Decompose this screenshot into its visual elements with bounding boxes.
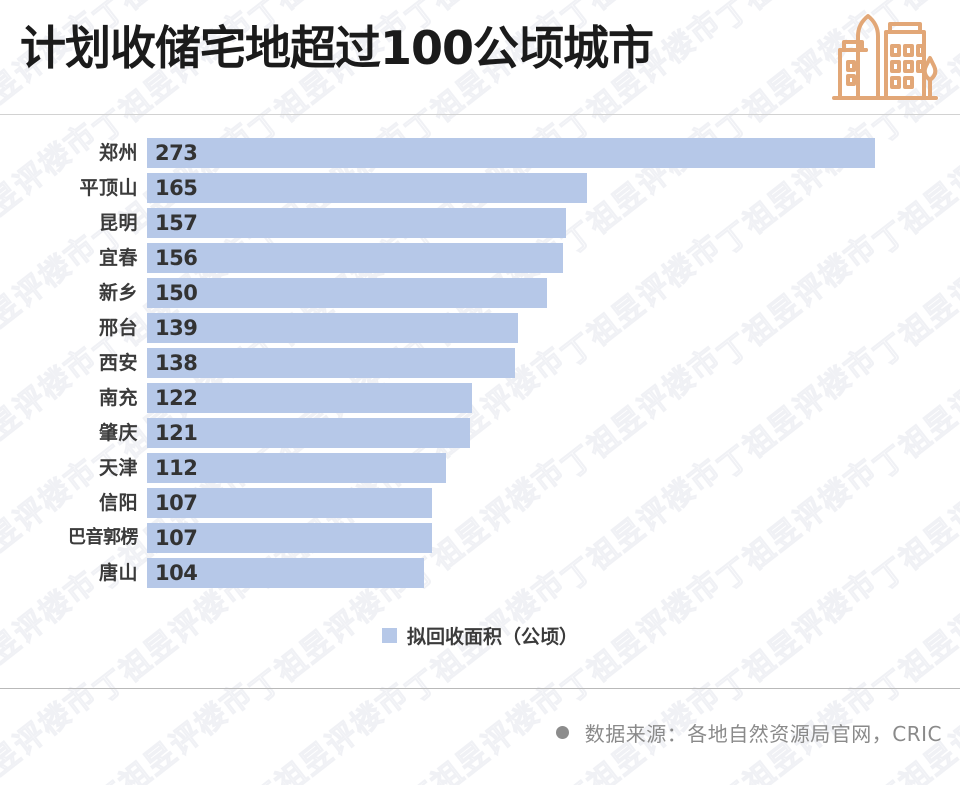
bar-track: 150 xyxy=(147,278,960,308)
bar-category-label: 唐山 xyxy=(98,562,138,584)
bar-value-label: 107 xyxy=(155,491,198,515)
bar-value-label: 150 xyxy=(155,281,198,305)
bar-value-label: 157 xyxy=(155,211,198,235)
city-buildings-icon xyxy=(826,6,938,106)
data-source-text: 数据来源：各地自然资源局官网，CRIC xyxy=(584,722,942,746)
watermark-text: 丁祖昱评楼市 xyxy=(395,782,573,785)
footer-divider xyxy=(0,688,960,689)
bar-value-label: 156 xyxy=(155,246,198,270)
watermark-text: 丁祖昱评楼市 xyxy=(239,782,417,785)
bar-track: 157 xyxy=(147,208,960,238)
bar xyxy=(147,208,566,238)
bar-value-label: 121 xyxy=(155,421,198,445)
bar-category-label: 西安 xyxy=(98,352,138,374)
bar-track: 138 xyxy=(147,348,960,378)
bar-row: 昆明 157 xyxy=(0,208,960,238)
watermark-text: 丁祖昱评楼市 xyxy=(0,782,105,785)
watermark-text: 丁祖昱评楼市 xyxy=(551,782,729,785)
bar-value-label: 104 xyxy=(155,561,198,585)
bar xyxy=(147,348,515,378)
bar-category-label: 南充 xyxy=(98,387,138,409)
bar-row: 巴音郭楞 107 xyxy=(0,523,960,553)
bar xyxy=(147,138,875,168)
bar-row: 宜春 156 xyxy=(0,243,960,273)
bar-value-label: 139 xyxy=(155,316,198,340)
chart-legend: 拟回收面积（公顷） xyxy=(0,622,960,649)
bar-value-label: 165 xyxy=(155,176,198,200)
header: 计划收储宅地超过100公顷城市 xyxy=(0,0,960,115)
bar-row: 唐山 104 xyxy=(0,558,960,588)
header-divider xyxy=(0,114,960,115)
bar xyxy=(147,313,518,343)
bar-value-label: 107 xyxy=(155,526,198,550)
bar-track: 107 xyxy=(147,523,960,553)
bar-category-label: 肇庆 xyxy=(98,422,138,444)
bar-track: 139 xyxy=(147,313,960,343)
bar-row: 南充 122 xyxy=(0,383,960,413)
bar-track: 121 xyxy=(147,418,960,448)
bar-row: 郑州 273 xyxy=(0,138,960,168)
bar xyxy=(147,278,547,308)
bar-value-label: 273 xyxy=(155,141,198,165)
bar xyxy=(147,558,425,588)
bar xyxy=(147,243,563,273)
bar-row: 新乡 150 xyxy=(0,278,960,308)
bar-category-label: 郑州 xyxy=(98,142,138,164)
bar-value-label: 138 xyxy=(155,351,198,375)
bar-chart: 郑州 273 平顶山 165 昆明 157 宜春 156 新乡 150 邢台 139 西安 138 南充 12… xyxy=(0,138,960,593)
bar-category-label: 宜春 xyxy=(98,247,138,269)
bar-row: 天津 112 xyxy=(0,453,960,483)
bar-row: 信阳 107 xyxy=(0,488,960,518)
bullet-dot-icon xyxy=(555,726,569,739)
watermark-text: 丁祖昱评楼市 xyxy=(83,782,261,785)
bar-row: 西安 138 xyxy=(0,348,960,378)
bar-category-label: 巴音郭楞 xyxy=(68,527,139,548)
bar xyxy=(147,453,446,483)
bar-track: 107 xyxy=(147,488,960,518)
bar-track: 156 xyxy=(147,243,960,273)
bar-track: 122 xyxy=(147,383,960,413)
bar-category-label: 新乡 xyxy=(98,282,138,304)
bar-category-label: 邢台 xyxy=(98,317,138,339)
bar-track: 104 xyxy=(147,558,960,588)
bar-value-label: 112 xyxy=(155,456,198,480)
bar-category-label: 平顶山 xyxy=(79,177,138,199)
bar-row: 肇庆 121 xyxy=(0,418,960,448)
legend-label: 拟回收面积（公顷） xyxy=(406,626,578,648)
page-title: 计划收储宅地超过100公顷城市 xyxy=(20,21,654,75)
bar-row: 平顶山 165 xyxy=(0,173,960,203)
bar-row: 邢台 139 xyxy=(0,313,960,343)
watermark-text: 丁祖昱评楼市 xyxy=(707,782,885,785)
bar xyxy=(147,173,587,203)
bar-category-label: 信阳 xyxy=(98,492,138,514)
watermark-text: 丁祖昱评楼市 xyxy=(399,675,573,785)
watermark-text: 丁祖昱评楼市 xyxy=(0,675,105,785)
bar xyxy=(147,488,433,518)
bar xyxy=(147,523,433,553)
watermark-text: 丁祖昱评楼市 xyxy=(863,782,960,785)
bar-track: 273 xyxy=(147,138,960,168)
bar-value-label: 122 xyxy=(155,386,198,410)
bar xyxy=(147,418,470,448)
bar-category-label: 昆明 xyxy=(98,212,138,234)
bar-track: 112 xyxy=(147,453,960,483)
watermark-text: 丁祖昱评楼市 xyxy=(243,675,417,785)
footer: 数据来源：各地自然资源局官网，CRIC xyxy=(555,718,942,747)
watermark-text: 丁祖昱评楼市 xyxy=(87,675,261,785)
legend-swatch-icon xyxy=(381,628,397,643)
bar-category-label: 天津 xyxy=(98,457,138,479)
bar xyxy=(147,383,473,413)
bar-track: 165 xyxy=(147,173,960,203)
